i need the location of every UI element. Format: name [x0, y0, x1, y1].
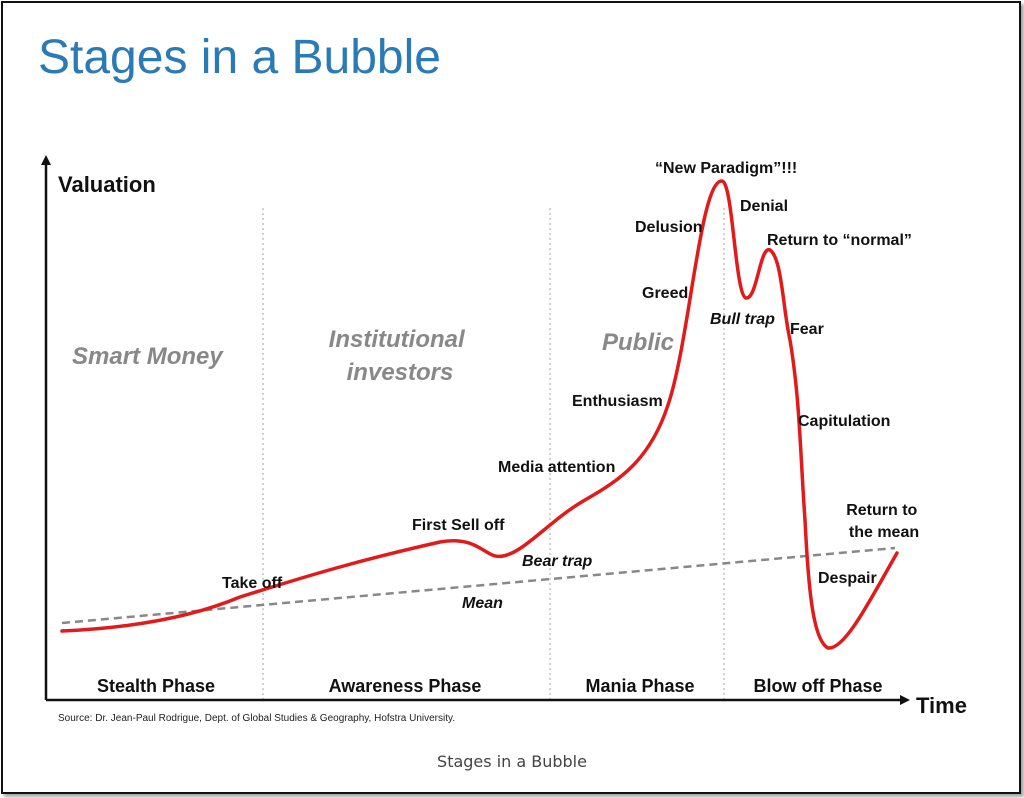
annotation-first-sell-off: First Sell off [412, 517, 505, 534]
group-label-smart-money: Smart Money [72, 343, 224, 370]
group-label-institutional-line2: investors [347, 359, 454, 386]
annotation-fear: Fear [790, 321, 824, 338]
annotation-return-to-the-mean-line2: the mean [849, 524, 919, 541]
annotation-return-to-normal: Return to “normal” [767, 232, 912, 249]
source-note: Source: Dr. Jean-Paul Rodrigue, Dept. of… [58, 713, 456, 724]
annotation-enthusiasm: Enthusiasm [572, 393, 663, 410]
annotation-new-paradigm: “New Paradigm”!!! [655, 160, 797, 177]
image-caption: Stages in a Bubble [437, 752, 587, 771]
valuation-curve [60, 179, 899, 650]
x-axis-label: Time [916, 693, 967, 718]
slide-title: Stages in a Bubble [38, 31, 441, 84]
group-label-public: Public [602, 329, 674, 356]
group-label-institutional: Institutional investors [329, 326, 472, 386]
annotation-bear-trap: Bear trap [522, 553, 592, 570]
annotation-capitulation: Capitulation [798, 413, 890, 430]
annotation-despair: Despair [818, 570, 877, 587]
y-axis-label: Valuation [58, 172, 156, 197]
annotation-media-attention: Media attention [498, 459, 615, 476]
annotation-return-to-the-mean-line1: Return to [846, 502, 917, 519]
annotation-delusion: Delusion [635, 219, 703, 236]
annotation-take-off: Take off [222, 575, 283, 592]
annotation-bull-trap: Bull trap [710, 311, 775, 328]
annotation-return-to-the-mean: Return to the mean [846, 502, 922, 541]
phase-label-awareness: Awareness Phase [329, 676, 482, 696]
phase-label-stealth: Stealth Phase [97, 676, 215, 696]
mean-line [61, 546, 896, 625]
annotation-denial: Denial [740, 198, 788, 215]
phase-label-blowoff: Blow off Phase [753, 676, 882, 696]
annotation-mean: Mean [462, 595, 503, 612]
group-label-institutional-line1: Institutional [329, 326, 466, 353]
annotation-greed: Greed [642, 285, 688, 302]
phase-label-mania: Mania Phase [585, 676, 694, 696]
